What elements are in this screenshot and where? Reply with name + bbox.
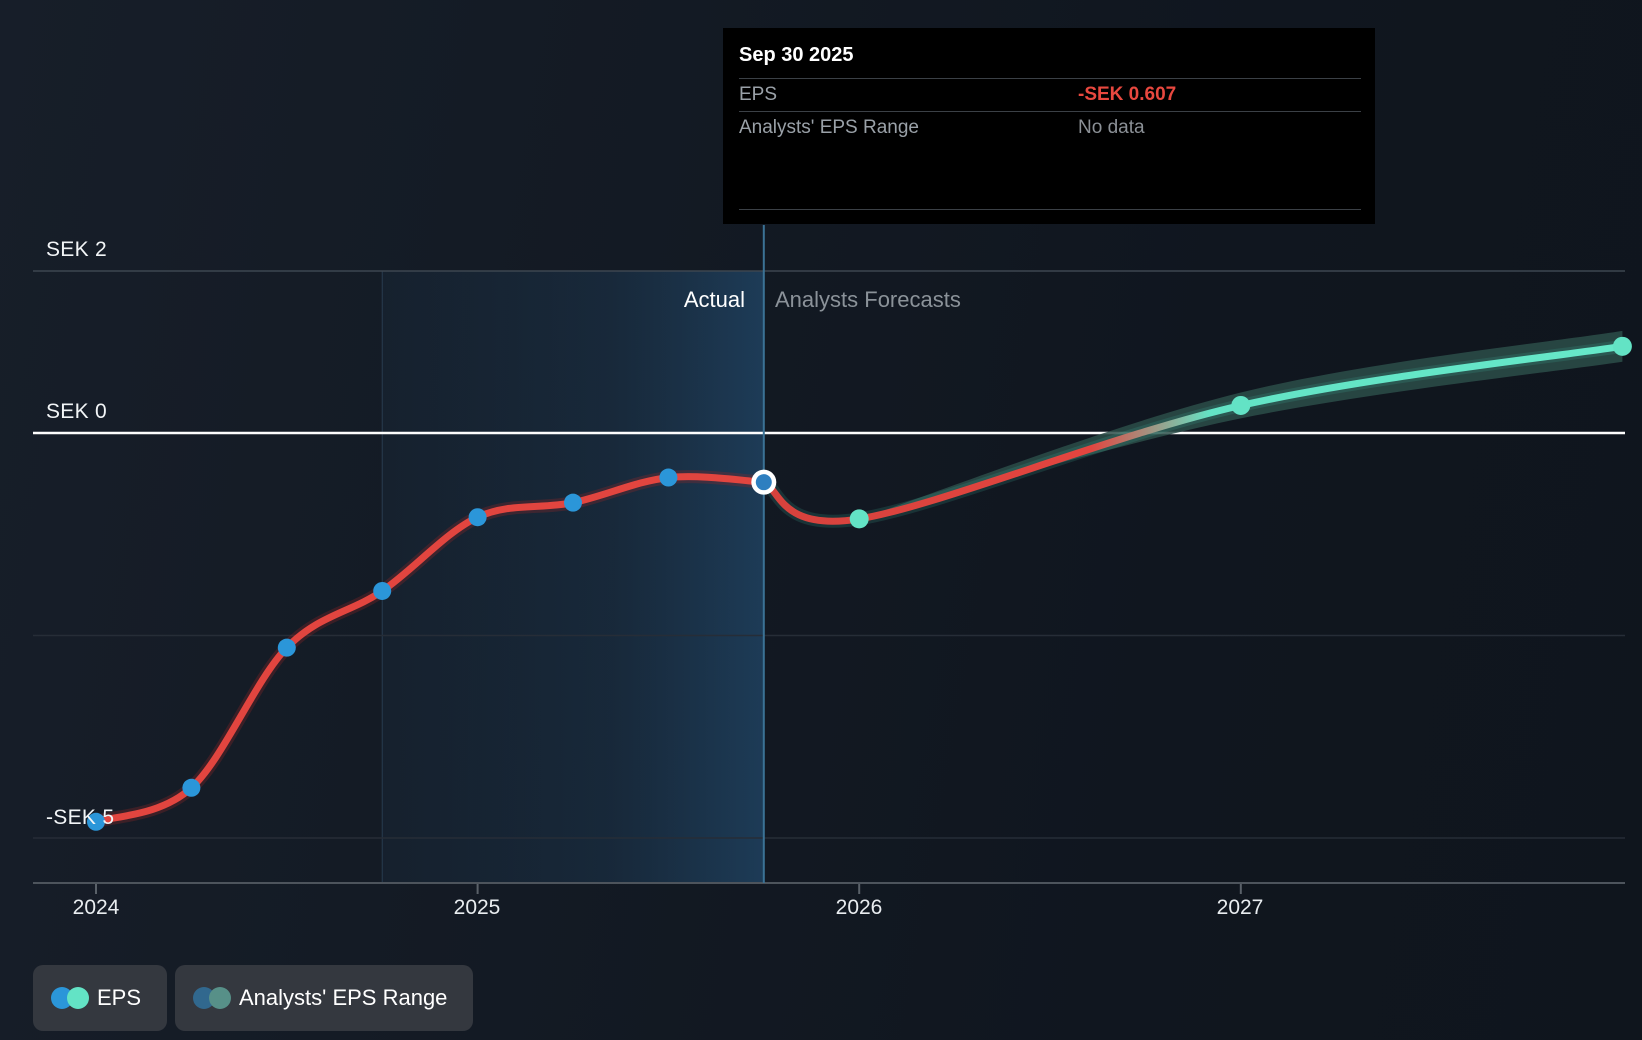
tooltip-range-value: No data <box>1078 112 1145 144</box>
x-axis-label-2027: 2027 <box>1195 896 1285 920</box>
x-axis-label-2024: 2024 <box>51 896 141 920</box>
eps-series-icon <box>51 986 91 1010</box>
highlighted-point[interactable] <box>756 474 772 490</box>
eps-actual-point[interactable] <box>469 508 487 526</box>
y-axis-label-sek0: SEK 0 <box>46 400 107 424</box>
legend-range-label: Analysts' EPS Range <box>239 985 447 1011</box>
eps-forecast-point[interactable] <box>1231 396 1250 415</box>
actual-ttm-shaded-region <box>382 271 764 883</box>
chart-legend: EPS Analysts' EPS Range <box>0 965 1642 1031</box>
forecast-zone-label: Analysts Forecasts <box>775 283 961 317</box>
eps-actual-point[interactable] <box>564 494 582 512</box>
tooltip-eps-value: -SEK 0.607 <box>1078 79 1176 111</box>
tooltip-divider <box>739 209 1361 210</box>
tooltip-row-eps: EPS -SEK 0.607 <box>723 79 1375 111</box>
tooltip: Sep 30 2025 EPS -SEK 0.607 Analysts' EPS… <box>723 28 1375 224</box>
tooltip-eps-label: EPS <box>739 79 777 111</box>
x-axis-label-2025: 2025 <box>432 896 522 920</box>
tooltip-row-range: Analysts' EPS Range No data <box>723 112 1375 144</box>
analysts-range-series-icon <box>193 986 233 1010</box>
eps-actual-point[interactable] <box>278 639 296 657</box>
legend-item-eps[interactable]: EPS <box>33 965 167 1031</box>
x-axis-label-2026: 2026 <box>814 896 904 920</box>
legend-eps-label: EPS <box>97 985 141 1011</box>
tooltip-date: Sep 30 2025 <box>739 44 854 67</box>
tooltip-range-label: Analysts' EPS Range <box>739 112 919 144</box>
eps-forecast-point[interactable] <box>1613 337 1632 356</box>
actual-zone-label: Actual <box>684 283 745 317</box>
eps-forecast-point[interactable] <box>850 509 869 528</box>
y-axis-label-sek2: SEK 2 <box>46 238 107 262</box>
y-axis-label-neg5: -SEK 5 <box>46 806 114 830</box>
eps-forecast-chart: SEK 2 SEK 0 -SEK 5 2024 2025 2026 2027 A… <box>0 0 1642 1040</box>
eps-actual-point[interactable] <box>182 779 200 797</box>
eps-actual-point[interactable] <box>373 582 391 600</box>
eps-actual-point[interactable] <box>659 469 677 487</box>
legend-item-analysts-eps-range[interactable]: Analysts' EPS Range <box>175 965 473 1031</box>
